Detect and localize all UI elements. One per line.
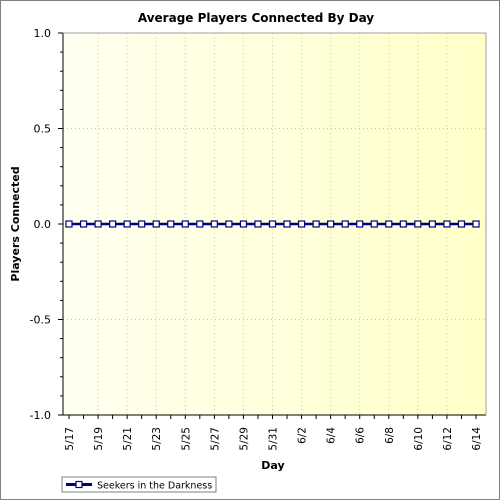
- y-axis-label: Players Connected: [9, 166, 22, 281]
- y-tick-label: -0.5: [30, 314, 51, 327]
- x-tick-label: 5/27: [209, 427, 221, 451]
- data-point: [327, 220, 335, 228]
- x-tick-label: 5/31: [268, 427, 280, 451]
- x-tick-label: 5/25: [180, 427, 192, 451]
- data-point: [79, 220, 88, 228]
- legend-box: [61, 476, 217, 493]
- data-point: [254, 220, 262, 228]
- data-point: [123, 220, 131, 228]
- y-tick-label: -1.0: [30, 409, 51, 422]
- x-tick-labels: 5/17 5/19 5/21 5/23 5/25 5/27 5/29 5/31 6/2 6/4 6/…: [64, 427, 483, 451]
- data-point: [443, 220, 451, 228]
- data-point: [65, 220, 73, 228]
- data-point: [312, 220, 320, 228]
- x-axis-label: Day: [261, 459, 284, 472]
- x-tick-label: 6/2: [297, 427, 309, 444]
- data-point: [152, 220, 160, 228]
- data-point: [94, 220, 102, 228]
- x-tick-label: 5/19: [93, 427, 105, 451]
- data-point: [225, 220, 233, 228]
- data-point: [356, 220, 364, 228]
- data-point: [414, 220, 422, 228]
- data-point: [283, 220, 291, 228]
- x-tick-label: 5/23: [151, 427, 163, 451]
- data-point: [210, 220, 218, 228]
- legend: Seekers in the Darkness: [61, 476, 217, 493]
- data-point: [370, 220, 378, 228]
- legend-label: Seekers in the Darkness: [97, 481, 212, 492]
- data-point: [399, 220, 407, 228]
- legend-swatch-marker: [75, 480, 83, 489]
- data-point: [385, 220, 393, 228]
- data-point: [428, 220, 436, 228]
- chart-title: Average Players Connected By Day: [138, 11, 374, 25]
- x-tick-label: 6/6: [355, 427, 367, 444]
- y-tick-label: 0.5: [34, 123, 52, 136]
- data-point: [138, 220, 146, 228]
- data-point: [196, 220, 204, 228]
- x-tick-label: 5/17: [64, 427, 76, 451]
- x-tick-label: 5/21: [122, 427, 134, 451]
- data-point: [472, 220, 480, 228]
- x-tick-label: 6/10: [413, 427, 425, 451]
- series-seekers-in-the-darkness: [65, 220, 480, 228]
- y-tick-label: 0.0: [34, 218, 52, 231]
- data-point: [239, 220, 248, 228]
- data-point: [341, 220, 349, 228]
- axes: [58, 32, 487, 419]
- x-tick-label: 6/14: [471, 427, 483, 451]
- data-point: [167, 220, 175, 228]
- y-tick-labels: -1.0 -0.5 0.0 0.5 1.0: [30, 27, 51, 422]
- data-point: [181, 220, 189, 228]
- data-point: [457, 220, 466, 228]
- data-point: [297, 220, 306, 228]
- data-point: [268, 220, 277, 228]
- x-tick-label: 6/12: [442, 427, 454, 451]
- data-point: [109, 220, 117, 228]
- x-tick-label: 6/4: [326, 427, 338, 444]
- x-tick-label: 5/29: [238, 427, 250, 451]
- y-tick-label: 1.0: [34, 27, 52, 40]
- x-tick-label: 6/8: [384, 427, 396, 444]
